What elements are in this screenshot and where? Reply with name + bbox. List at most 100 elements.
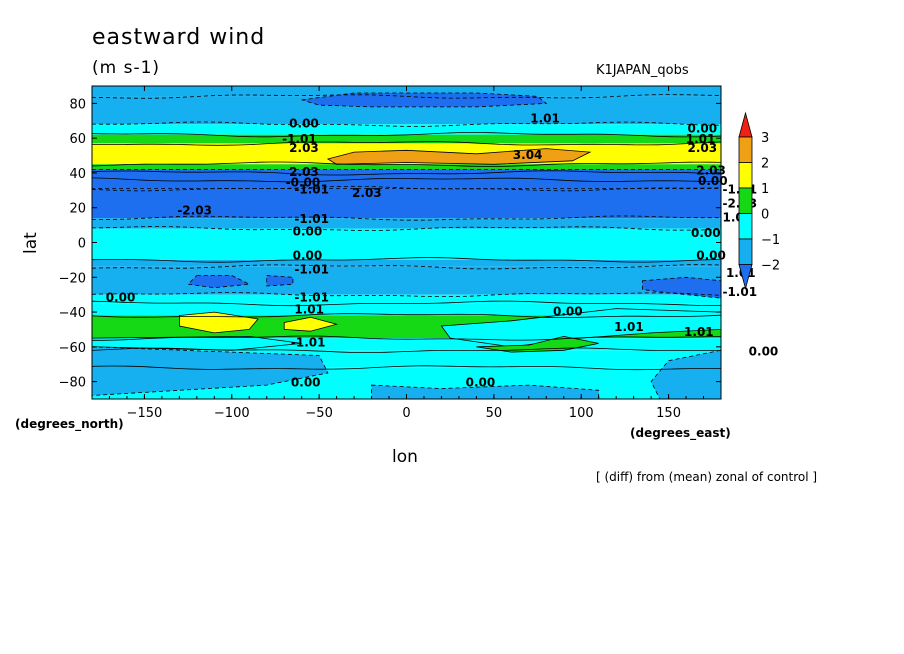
contour-label-14: 0.00 [106, 290, 136, 304]
contour-label-12: 0.00 [293, 249, 323, 263]
colorbar-segment-4 [738, 238, 753, 265]
y-tick-label-3: 20 [69, 202, 86, 217]
y-tick-label-1: 60 [69, 132, 86, 147]
contour-label-27: 2.03 [696, 163, 726, 177]
zonal-band-12 [92, 266, 721, 295]
y-tick-label-4: 0 [78, 237, 86, 252]
contour-line-17 [92, 365, 721, 371]
contour-label-24: 0.00 [688, 122, 718, 136]
contour-region-4 [283, 316, 339, 332]
contour-label-19: 1.01 [684, 325, 714, 339]
contour-label-0: 0.00 [289, 117, 319, 131]
contour-lines [92, 94, 721, 371]
colorbar-arrow-bottom [738, 264, 753, 291]
zonal-band-8 [92, 188, 721, 219]
zonal-band-13 [92, 294, 721, 304]
colorbar-arrow-top [738, 111, 753, 138]
contour-line-14 [92, 313, 721, 319]
chart-footnote: [ (diff) from (mean) zonal of control ] [596, 470, 818, 484]
x-axis-units: (degrees_east) [630, 426, 731, 440]
contour-label-20: -1.01 [291, 336, 326, 350]
x-tick-label-5: 100 [569, 406, 594, 421]
colorbar-segment-0 [738, 136, 753, 163]
x-tick-label-0: −150 [127, 406, 163, 421]
contour-label-23: 0.00 [466, 376, 496, 390]
zonal-band-0 [92, 86, 721, 97]
contour-line-6 [92, 177, 721, 183]
y-tick-label-5: −20 [59, 271, 86, 286]
contour-label-18: 1.01 [614, 320, 644, 334]
y-axis-units: (degrees_north) [15, 417, 124, 431]
zonal-band-11 [92, 259, 721, 267]
zonal-band-14 [92, 303, 721, 316]
contour-region-13 [371, 384, 600, 399]
contour-region-0 [92, 169, 721, 190]
experiment-name: K1JAPAN_qobs [596, 63, 689, 78]
contour-line-15 [92, 335, 721, 341]
plot-area [92, 86, 721, 399]
x-tick-label-4: 50 [486, 406, 503, 421]
chart-units: (m s-1) [92, 58, 161, 78]
colorbar-label-5: −2 [761, 259, 780, 274]
contour-label-13: -1.01 [294, 263, 329, 277]
y-tick-label-0: 80 [69, 97, 86, 112]
contour-label-22: 0.00 [291, 376, 321, 390]
contour-region-1 [301, 92, 548, 108]
colorbar-label-4: −1 [761, 233, 780, 248]
x-tick-label-3: 0 [402, 406, 410, 421]
contour-line-10 [92, 257, 721, 263]
contour-label-35: -1.01 [722, 285, 757, 299]
contour-label-28: 0.00 [698, 174, 728, 188]
zonal-band-10 [92, 228, 721, 260]
contour-label-10: -1.01 [294, 212, 329, 226]
contour-line-5 [92, 170, 721, 176]
x-tick-label-1: −100 [214, 406, 250, 421]
contour-line-16 [92, 347, 721, 354]
contour-label-2: -1.01 [282, 132, 317, 146]
contour-label-8: 2.03 [352, 186, 382, 200]
contour-label-11: 0.00 [293, 224, 323, 238]
colorbar: 3 2 1 0 −1 −2 [738, 111, 780, 291]
zonal-band-5 [92, 164, 721, 173]
contour-line-2 [92, 132, 721, 138]
contour-label-3: 2.03 [289, 141, 319, 155]
y-tick-label-6: −40 [59, 306, 86, 321]
contour-region-11 [92, 346, 329, 396]
contour-region-9 [92, 335, 302, 351]
contour-label-6: -0.00 [286, 176, 321, 190]
contour-region-12 [650, 349, 721, 399]
x-axis-label: lon [392, 447, 418, 467]
zonal-band-2 [92, 124, 721, 135]
colorbar-segment-2 [738, 187, 753, 214]
colorbar-segment-3 [738, 213, 753, 240]
contour-line-13 [92, 300, 721, 307]
contour-region-2 [326, 148, 592, 165]
y-tick-label-2: 40 [69, 167, 86, 182]
x-tick-label-2: −50 [305, 406, 332, 421]
axes: −150 −100 −50 0 50 100 150 80 60 40 20 0 −20 −40 −60 −8… [59, 86, 721, 421]
chart-title: eastward wind [92, 25, 266, 50]
contour-label-5: 2.03 [289, 165, 319, 179]
contour-label-1: 1.01 [530, 111, 560, 125]
contour-region-5 [187, 275, 251, 289]
zonal-band-9 [92, 218, 721, 229]
colorbar-label-1: 2 [761, 157, 769, 172]
x-tick-label-6: 150 [656, 406, 681, 421]
contour-label-4: 3.04 [513, 148, 543, 162]
contour-label-26: 2.03 [688, 141, 718, 155]
contour-label-17: 0.00 [553, 304, 583, 318]
contour-region-7 [642, 276, 721, 299]
colorbar-label-0: 3 [761, 131, 769, 146]
contour-label-7: -1.01 [294, 183, 329, 197]
contour-label-32: 0.00 [691, 226, 721, 240]
colorbar-label-2: 1 [761, 182, 769, 197]
contour-label-25: 1.01 [686, 132, 716, 146]
contour-region-8 [440, 308, 721, 348]
contour-region-3 [178, 311, 259, 334]
y-tick-label-7: −60 [59, 341, 86, 356]
colorbar-segment-1 [738, 162, 753, 189]
contour-line-4 [92, 161, 721, 167]
contour-line-3 [92, 141, 721, 146]
contour-label-33: 0.00 [696, 249, 726, 263]
